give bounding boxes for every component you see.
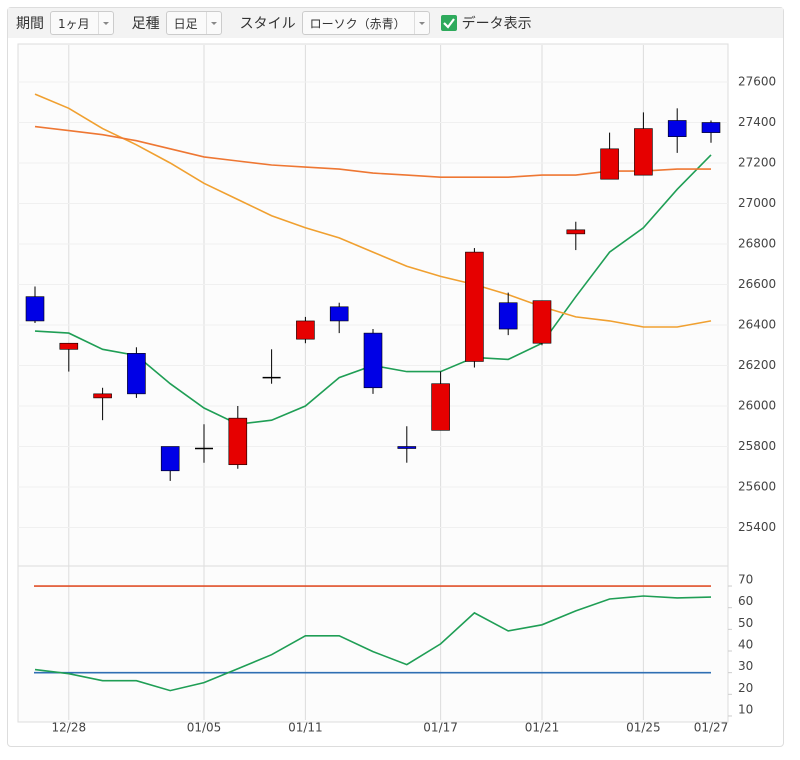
x-tick-label: 01/21 (525, 721, 560, 735)
style-value: ローソク（赤青） (309, 16, 406, 31)
y-tick-label: 26400 (738, 318, 776, 332)
checkbox (440, 15, 457, 31)
y-tick-label: 40 (738, 637, 753, 651)
y-tick-label: 27400 (738, 115, 776, 129)
y-tick-label: 27000 (738, 196, 776, 210)
x-tick-label: 01/17 (423, 721, 458, 735)
y-tick-label: 26200 (738, 358, 776, 372)
x-tick-label: 01/05 (187, 721, 222, 735)
style-label: スタイル (239, 16, 296, 32)
data-toggle[interactable]: データ表示 (440, 13, 532, 33)
indicator-line (34, 595, 712, 692)
candle-body (25, 296, 45, 322)
y-tick-label: 25400 (738, 520, 776, 534)
period-select[interactable]: 1ヶ月 (50, 11, 114, 35)
candle-body (600, 148, 619, 180)
y-tick-label: 30 (738, 659, 753, 673)
candle-body (634, 128, 653, 176)
dropdown-arrow (97, 12, 109, 34)
candle-body (59, 342, 79, 350)
candle-body (363, 332, 383, 389)
candle-body (329, 306, 349, 322)
toolbar: 期間 1ヶ月 足種 日足 スタイル ローソク（赤青） データ表示 (8, 8, 783, 38)
y-tick-label: 60 (738, 594, 753, 608)
candle-body (701, 122, 721, 133)
x-tick-label: 01/25 (626, 721, 661, 735)
period-label: 期間 (16, 16, 44, 32)
candle-body (532, 300, 552, 344)
candle-body (228, 417, 248, 466)
candle-body (465, 251, 484, 362)
candle-body (431, 383, 450, 431)
y-tick-label: 70 (738, 573, 753, 587)
style-select[interactable]: ローソク（赤青） (301, 11, 430, 35)
candle-body (397, 446, 417, 449)
x-tick-label: 01/27 (694, 721, 729, 735)
y-tick-label: 27600 (738, 75, 776, 89)
frame (7, 7, 784, 747)
candle-body (498, 302, 518, 330)
candle-body (160, 446, 180, 472)
y-tick-label: 26800 (738, 237, 776, 251)
candle-body (667, 120, 687, 137)
y-tick-label: 20 (738, 681, 753, 695)
period-value: 1ヶ月 (58, 16, 90, 31)
data-toggle-label: データ表示 (461, 16, 532, 32)
bar-value: 日足 (173, 16, 198, 31)
check-icon (442, 18, 455, 29)
y-tick-label: 26000 (738, 399, 776, 413)
candle-body (296, 320, 315, 340)
y-tick-label: 27200 (738, 156, 776, 170)
y-tick-label: 50 (738, 616, 753, 630)
y-tick-label: 26600 (738, 277, 776, 291)
dropdown-arrow (205, 12, 217, 34)
bar-select[interactable]: 日足 (165, 11, 222, 35)
dropdown-arrow (413, 12, 425, 34)
y-tick-label: 25600 (738, 480, 776, 494)
moving-average-line (34, 93, 712, 328)
y-tick-label: 25800 (738, 439, 776, 453)
y-tick-label: 10 (738, 702, 753, 716)
bar-label: 足種 (131, 16, 160, 32)
candle-body (566, 229, 586, 235)
moving-average-line (34, 125, 711, 178)
candle-body (127, 353, 146, 395)
x-tick-label: 01/11 (288, 721, 323, 735)
candle-body (93, 393, 112, 399)
x-tick-label: 12/28 (52, 721, 87, 735)
